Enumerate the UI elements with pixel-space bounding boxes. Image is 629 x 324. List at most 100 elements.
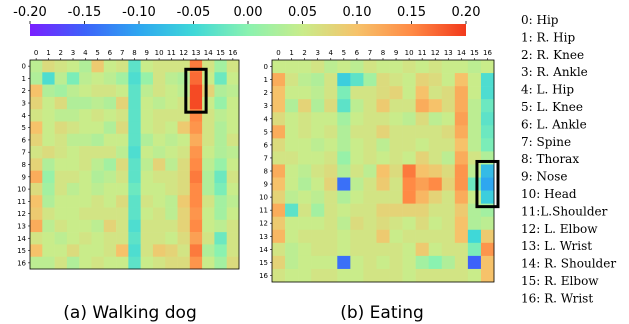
heatmap-cell — [454, 268, 469, 283]
heatmap-cell — [202, 158, 215, 171]
legend-item: 15: R. Elbow — [521, 274, 599, 288]
legend-item: 5: L. Knee — [521, 100, 583, 114]
heatmap-cell — [428, 151, 443, 165]
y-tick-label: 0 — [22, 63, 26, 71]
heatmap-cell — [376, 138, 390, 152]
heatmap-cell — [177, 146, 191, 159]
heatmap-cell — [272, 112, 286, 126]
heatmap-cell — [337, 73, 351, 87]
heatmap-cell — [363, 216, 377, 231]
heatmap-cell — [54, 96, 68, 110]
heatmap-cell — [350, 125, 364, 139]
heatmap-cell — [415, 203, 430, 218]
x-tick-label: 13 — [444, 49, 453, 57]
heatmap-cell — [480, 112, 495, 126]
heatmap-cell — [54, 256, 68, 270]
heatmap-cell — [337, 242, 351, 257]
heatmap-cell — [140, 207, 154, 221]
y-tick-label: 15 — [17, 247, 26, 255]
heatmap-cell — [337, 177, 351, 191]
heatmap-cell — [363, 73, 377, 87]
heatmap-cell — [189, 232, 203, 245]
heatmap-cell — [285, 177, 299, 191]
heatmap-cell — [480, 125, 495, 139]
heatmap-cell — [202, 121, 215, 135]
heatmap-cell — [428, 242, 443, 257]
heatmap-cell — [363, 203, 377, 218]
heatmap-cell — [152, 133, 166, 147]
y-tick-label: 13 — [17, 222, 26, 230]
heatmap-cell — [140, 72, 154, 85]
heatmap-cell — [214, 109, 228, 122]
heatmap-cell — [140, 96, 154, 110]
heatmap-cell — [152, 109, 166, 122]
heatmap-cell — [116, 146, 129, 159]
heatmap-cell — [103, 244, 117, 258]
heatmap-cell — [324, 268, 338, 283]
heatmap-cell — [165, 60, 178, 73]
heatmap-cell — [30, 244, 43, 258]
heatmap-cell — [285, 229, 299, 244]
heatmap-cell — [116, 219, 129, 233]
heatmap-cell — [152, 170, 166, 184]
heatmap-cell — [441, 164, 456, 178]
heatmap-cell — [337, 125, 351, 139]
heatmap-cell — [467, 73, 482, 87]
heatmap-cell — [454, 216, 469, 231]
heatmap-cell — [30, 170, 43, 184]
heatmap-cell — [311, 73, 325, 87]
heatmap-cell — [389, 125, 403, 139]
heatmap-cell — [337, 60, 351, 74]
heatmap-cell — [103, 158, 117, 171]
heatmap-cell — [214, 158, 228, 171]
heatmap-cell — [152, 96, 166, 110]
heatmap-cell — [128, 60, 141, 73]
heatmap-cell — [337, 203, 351, 218]
heatmap-cell — [54, 158, 68, 171]
y-tick-label: 3 — [264, 102, 268, 110]
heatmap-cell — [428, 203, 443, 218]
heatmap-cell — [66, 84, 80, 98]
heatmap-cell — [298, 216, 312, 231]
legend-item: 3: R. Ankle — [521, 65, 588, 79]
heatmap-cell — [402, 99, 416, 113]
heatmap-cell — [272, 177, 286, 191]
heatmap-cell — [350, 60, 364, 74]
heatmap-cell — [165, 72, 178, 85]
heatmap-cell — [298, 190, 312, 204]
colorbar-tick-label: -0.20 — [13, 5, 47, 20]
heatmap-cell — [311, 151, 325, 165]
heatmap-cell — [428, 164, 443, 178]
heatmap-cell — [42, 121, 55, 135]
heatmap-cell — [324, 190, 338, 204]
heatmap-cell — [376, 255, 390, 270]
heatmap-cell — [376, 151, 390, 165]
heatmap-cell — [116, 256, 129, 270]
heatmap-cell — [324, 242, 338, 257]
heatmap-cell — [79, 195, 92, 208]
heatmap-cell — [480, 99, 495, 113]
heatmap-cell — [103, 60, 117, 73]
heatmap-cell — [272, 73, 286, 87]
heatmap-cell — [202, 244, 215, 258]
heatmap-cell — [467, 177, 482, 191]
heatmap-cell — [480, 190, 495, 204]
y-tick-label: 4 — [22, 112, 27, 120]
heatmap-cell — [177, 219, 191, 233]
heatmap-cell — [441, 60, 456, 74]
y-tick-label: 6 — [22, 136, 27, 144]
heatmap-cell — [30, 60, 43, 73]
y-tick-label: 12 — [259, 220, 268, 228]
heatmap-cell — [140, 182, 154, 196]
heatmap-cell — [140, 170, 154, 184]
heatmap-cell — [189, 195, 203, 208]
heatmap-cell — [285, 112, 299, 126]
heatmap-cell — [480, 242, 495, 257]
heatmap-cell — [214, 207, 228, 221]
heatmap-cell — [363, 229, 377, 244]
heatmap-cell — [350, 229, 364, 244]
heatmap-cell — [91, 232, 105, 245]
heatmap-cell — [79, 170, 92, 184]
colorbar-tick-label: 0.05 — [288, 5, 317, 20]
heatmap-cell — [324, 164, 338, 178]
